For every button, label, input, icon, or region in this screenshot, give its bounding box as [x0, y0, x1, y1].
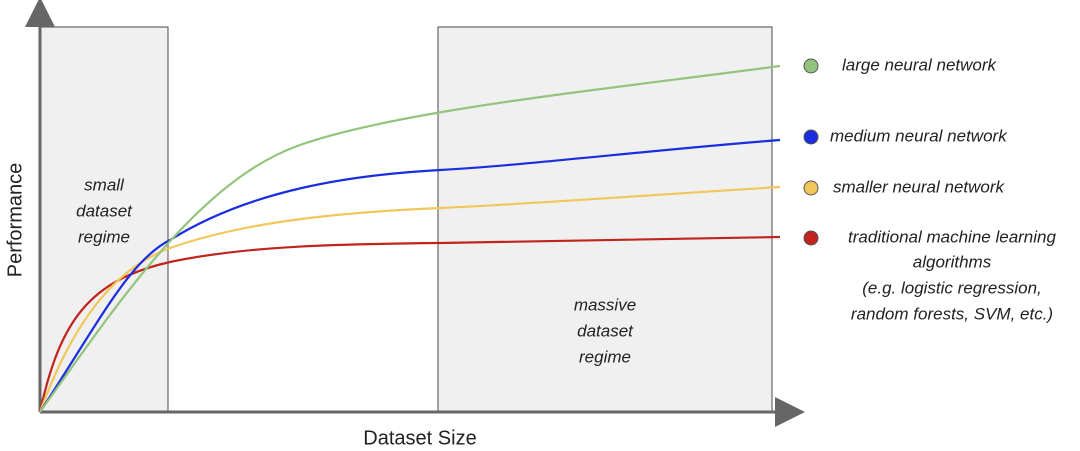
region-label: small [84, 175, 125, 194]
legend-dot [803, 180, 819, 196]
legend-label: algorithms [913, 252, 992, 271]
region-label: regime [78, 227, 130, 246]
legend-label: large neural network [842, 55, 998, 74]
legend-dot [803, 129, 819, 145]
curve [39, 64, 781, 413]
curve [39, 138, 781, 413]
small-region [39, 26, 169, 413]
x-axis-label: Dataset Size [363, 427, 476, 449]
region-label: dataset [76, 201, 133, 220]
region-label: regime [579, 347, 631, 366]
legend-label: traditional machine learning [848, 227, 1056, 246]
y-axis-label: Performance [4, 163, 26, 278]
legend-label: random forests, SVM, etc.) [851, 304, 1053, 323]
legend-label: (e.g. logistic regression, [862, 278, 1042, 297]
region-label: massive [574, 295, 636, 314]
legend-label: medium neural network [830, 126, 1008, 145]
legend-label: smaller neural network [833, 177, 1006, 196]
curve [38, 235, 781, 413]
region-label: dataset [577, 321, 634, 340]
legend-dot [803, 230, 819, 246]
curve [38, 185, 781, 413]
legend-dot [803, 58, 819, 74]
massive-region [437, 26, 773, 413]
